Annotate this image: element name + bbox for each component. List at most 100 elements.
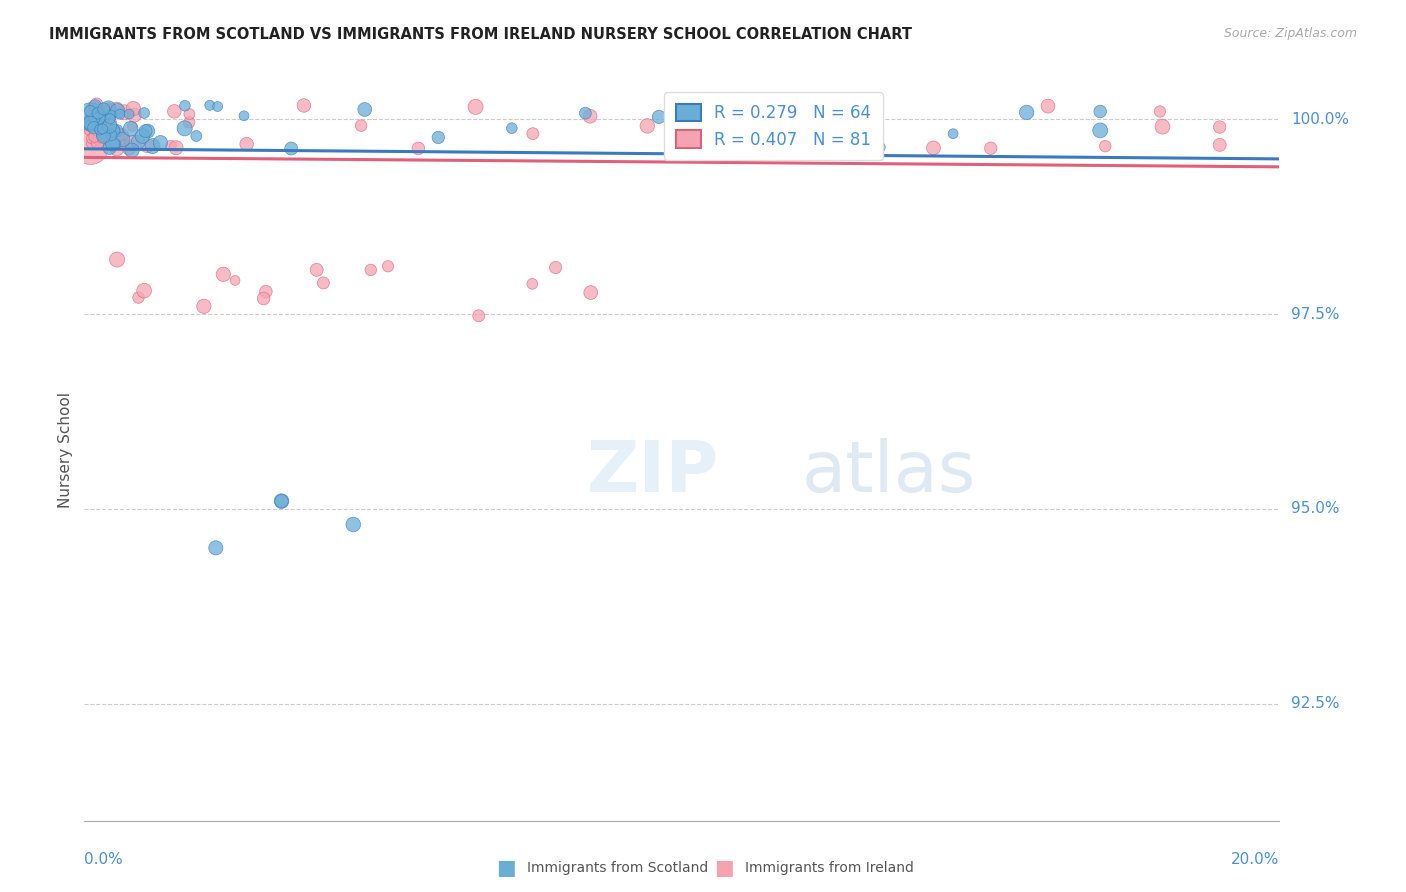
Text: Source: ZipAtlas.com: Source: ZipAtlas.com (1223, 27, 1357, 40)
Point (80, 131, 103, 145)
Point (90, 117, 112, 131)
Point (808, 136, 831, 151)
Point (79, 113, 101, 128)
Point (280, 142, 302, 156)
Point (112, 138, 135, 153)
Text: 0.0%: 0.0% (84, 852, 124, 867)
Point (235, 137, 257, 152)
Point (89, 122, 111, 136)
Point (1094, 139, 1116, 153)
Point (305, 263, 328, 277)
Point (90, 128, 112, 143)
Point (107, 128, 129, 142)
Point (84, 99, 107, 113)
Point (79, 122, 101, 136)
Point (270, 494, 292, 508)
Point (193, 299, 215, 313)
Legend: R = 0.279   N = 64, R = 0.407   N = 81: R = 0.279 N = 64, R = 0.407 N = 81 (664, 92, 883, 161)
Point (90, 124, 112, 138)
Point (198, 98, 221, 112)
Point (127, 135, 149, 149)
Point (751, 138, 773, 153)
Point (636, 119, 658, 133)
Point (121, 136, 143, 150)
Point (105, 123, 128, 137)
Point (79, 113, 101, 128)
Point (464, 100, 486, 114)
Point (136, 138, 159, 153)
Point (104, 137, 127, 152)
Point (1209, 120, 1232, 134)
Point (105, 252, 128, 267)
Text: 97.5%: 97.5% (1292, 307, 1340, 322)
Point (160, 138, 183, 153)
Point (87, 106, 110, 120)
Point (101, 116, 124, 130)
Point (141, 139, 163, 153)
Point (79, 110, 101, 124)
Point (212, 268, 235, 282)
Point (270, 494, 292, 508)
Point (83, 120, 105, 135)
Point (121, 144, 143, 158)
Point (693, 139, 716, 153)
Point (84, 121, 107, 136)
Point (1015, 105, 1038, 120)
Point (942, 127, 965, 141)
Point (174, 99, 197, 113)
Text: Immigrants from Scotland: Immigrants from Scotland (527, 861, 709, 875)
Point (101, 136, 124, 151)
Point (135, 124, 157, 138)
Point (350, 119, 373, 133)
Point (131, 128, 153, 143)
Point (467, 309, 489, 323)
Point (84, 102, 107, 116)
Text: IMMIGRANTS FROM SCOTLAND VS IMMIGRANTS FROM IRELAND NURSERY SCHOOL CORRELATION C: IMMIGRANTS FROM SCOTLAND VS IMMIGRANTS F… (49, 27, 912, 42)
Point (120, 121, 142, 136)
Point (98, 112, 121, 126)
Point (136, 124, 159, 138)
Point (149, 136, 172, 150)
Point (579, 285, 602, 300)
Point (353, 103, 375, 117)
Point (179, 107, 201, 121)
Point (86, 136, 108, 150)
Point (427, 130, 450, 145)
Point (87, 111, 110, 125)
Y-axis label: Nursery School: Nursery School (58, 392, 73, 508)
Point (79, 114, 101, 128)
Text: 20.0%: 20.0% (1232, 852, 1279, 867)
Point (103, 124, 125, 138)
Point (360, 263, 382, 277)
Point (84, 122, 107, 136)
Point (79, 112, 101, 126)
Point (501, 121, 523, 136)
Point (377, 260, 399, 274)
Point (108, 107, 131, 121)
Point (83, 129, 105, 144)
Point (79, 139, 101, 153)
Point (98, 141, 121, 155)
Point (128, 291, 150, 305)
Point (105, 101, 128, 115)
Point (118, 107, 141, 121)
Point (1149, 104, 1171, 119)
Point (91, 121, 114, 136)
Point (118, 141, 141, 155)
Point (1090, 123, 1112, 137)
Point (342, 517, 364, 532)
Point (86, 119, 108, 133)
Point (111, 128, 134, 142)
Point (89, 103, 111, 118)
Point (93, 106, 115, 120)
Point (224, 273, 246, 287)
Point (865, 136, 887, 150)
Text: 100.0%: 100.0% (1292, 112, 1350, 127)
Text: 92.5%: 92.5% (1292, 697, 1340, 711)
Point (980, 141, 1002, 155)
Point (173, 121, 195, 136)
Point (124, 108, 146, 122)
Point (93, 110, 115, 124)
Point (86, 97, 108, 112)
Point (93, 128, 115, 142)
